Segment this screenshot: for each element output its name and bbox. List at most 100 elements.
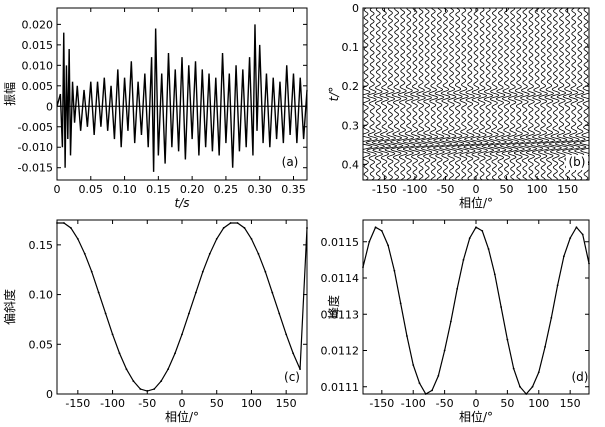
panel-c-skewness-chart: -150 -100 -50 0 50 100 1500.150.100.050相位/°偏斜度… [2, 219, 308, 424]
data-point [493, 273, 496, 276]
y-tick-label: 0.1 [342, 41, 360, 54]
data-point [424, 393, 427, 395]
y-tick-label: 0.15 [29, 239, 54, 252]
data-point [512, 367, 515, 370]
data-point [368, 240, 371, 243]
x-tick-label: -50 [436, 397, 454, 410]
x-tick-label: 0 [54, 183, 61, 196]
data-point [387, 244, 390, 247]
data-point [418, 382, 421, 385]
wiggle-trace [371, 8, 386, 180]
data-point [475, 226, 477, 229]
wiggle-trace [530, 8, 544, 180]
trace-group [363, 8, 589, 180]
data-point [146, 390, 149, 392]
wiggle-trace [463, 8, 477, 180]
x-tick-label: 0.05 [79, 183, 104, 196]
x-tick-label: 0.20 [180, 183, 205, 196]
y-tick-label: 0.015 [22, 39, 54, 52]
wiggle-trace [438, 8, 453, 180]
data-point [188, 312, 190, 315]
y-axis-label: 偏斜度 [2, 289, 17, 325]
x-tick-label: 0.30 [247, 183, 272, 196]
data-point [468, 237, 471, 240]
wiggle-trace [518, 8, 532, 180]
plot-frame-top [362, 7, 590, 181]
data-point [83, 252, 86, 255]
x-tick-label: 0.15 [146, 183, 171, 196]
data-point [406, 335, 408, 337]
wiggle-trace [512, 8, 525, 180]
x-tick-label: 100 [528, 397, 549, 410]
data-point [63, 222, 65, 224]
data-point [139, 388, 142, 390]
wiggle-trace [363, 8, 373, 180]
data-point [412, 364, 415, 366]
data-point [250, 237, 253, 240]
x-tick-label: 0 [473, 183, 480, 196]
data-point [581, 233, 584, 236]
wiggle-trace [481, 8, 495, 180]
annotation-backing [566, 155, 588, 170]
x-tick-label: 150 [560, 397, 581, 410]
data-point [104, 312, 107, 315]
data-point [544, 345, 546, 348]
wiggle-trace [390, 8, 404, 180]
x-tick-label: 0 [473, 397, 480, 410]
data-point [362, 266, 364, 269]
panel-d-kurtosis-chart: -150 -100 -50 0 50 100 150 0.0115 0.0114 0.0113 0.… [321, 219, 590, 424]
x-tick-label: -100 [100, 397, 125, 410]
wiggle-trace [554, 8, 568, 180]
data-point [229, 222, 232, 224]
y-tick-label: 0 [352, 2, 359, 15]
y-tick-label: 0.2 [342, 80, 360, 93]
data-point [243, 227, 246, 229]
data-point [56, 222, 58, 224]
wiggle-trace [408, 8, 422, 180]
series-line [362, 226, 590, 395]
y-tick-label: 0.0115 [321, 236, 360, 249]
y-tick-label: 0.0111 [321, 381, 360, 394]
data-point [160, 380, 163, 382]
data-point [292, 352, 295, 355]
x-axis-label: t/s [175, 196, 190, 210]
x-axis-label: 相位/° [165, 409, 199, 424]
wiggle-trace [469, 8, 483, 180]
data-point [181, 333, 183, 336]
data-point [393, 269, 396, 272]
y-tick-label: 0.3 [342, 119, 360, 132]
y-tick-label: 0.0114 [321, 272, 360, 285]
x-tick-label: -150 [369, 397, 394, 410]
y-axis-label: 峰度 [326, 295, 341, 319]
data-point [69, 227, 72, 229]
data-point [588, 262, 590, 265]
wiggle-trace [542, 8, 556, 180]
wiggle-trace [548, 8, 562, 180]
x-tick-label: 150 [557, 183, 578, 196]
x-tick-label: 50 [210, 397, 224, 410]
y-tick-label: 0.005 [22, 80, 54, 93]
panel-annotation: (a) [282, 155, 299, 169]
panel-b-wiggle-chart: -150 -100 -50 0 50 100 150 0 0.1 0.2 0.3 0.4 相位/° t/°… [327, 2, 590, 210]
data-point [399, 302, 402, 305]
data-point [531, 385, 534, 388]
x-tick-label: 50 [500, 183, 514, 196]
data-point [449, 320, 452, 323]
wiggle-trace [475, 8, 489, 180]
wiggle-trace [445, 8, 459, 180]
x-tick-label: -50 [138, 397, 156, 410]
x-tick-label: -100 [401, 397, 426, 410]
panel-a-amplitude-chart: 0 0.05 0.10 0.15 0.20 0.25 0.30 0.35 0.020 0.015 0… [2, 7, 308, 210]
x-tick-label: 0.35 [281, 183, 306, 196]
wiggle-trace [365, 8, 379, 180]
plot-frame [362, 219, 590, 395]
panel-annotation: (d) [572, 370, 589, 384]
data-point [306, 227, 308, 229]
x-tick-label: 100 [527, 183, 548, 196]
wiggle-trace [487, 8, 501, 180]
data-point [443, 349, 446, 352]
y-tick-label: 0.020 [22, 18, 54, 31]
wiggle-trace [566, 8, 581, 180]
data-point [174, 352, 176, 355]
